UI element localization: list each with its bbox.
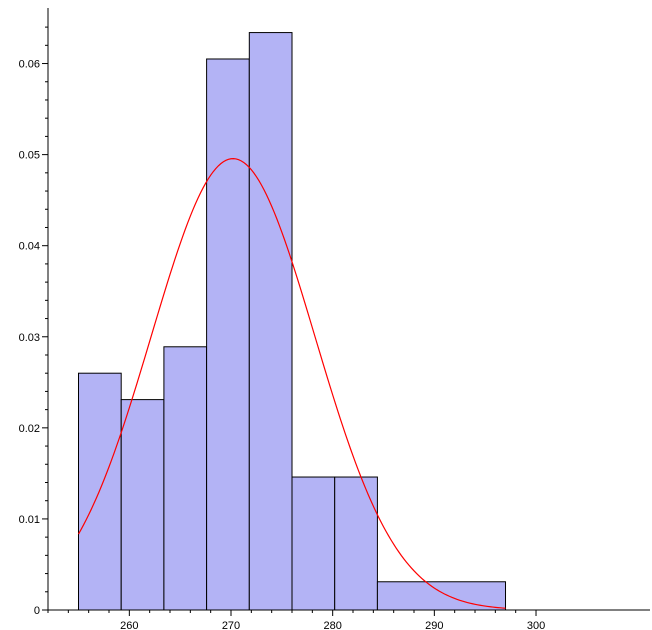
histogram-bar-8 — [376, 581, 507, 611]
y-tick-label: 0.02 — [19, 423, 40, 435]
histogram-bar-5 — [248, 32, 293, 611]
x-tick-label: 300 — [527, 620, 545, 630]
x-tick-label: 280 — [323, 620, 341, 630]
histogram-bar-3 — [163, 346, 208, 611]
histogram-bar-2 — [120, 399, 165, 611]
histogram-bar-6 — [291, 476, 336, 611]
curve-group — [77, 158, 506, 609]
y-tick-label: 0.05 — [19, 150, 40, 162]
density-curve-line — [77, 158, 506, 609]
y-tick-label: 0.03 — [19, 332, 40, 344]
axes-group: 0 0.01 0.02 0.03 0.04 0.05 0.06 260 270 280 290 300 — [19, 8, 650, 630]
y-tick-label: 0.04 — [19, 241, 40, 253]
x-tick-label: 260 — [120, 620, 138, 630]
y-tick-label: 0.01 — [19, 514, 40, 526]
y-tick-label: 0 — [34, 605, 40, 617]
x-tick-label: 270 — [222, 620, 240, 630]
histogram-bar-4 — [206, 58, 250, 611]
histogram-bar-1 — [78, 372, 122, 611]
x-tick-label: 290 — [425, 620, 443, 630]
y-tick-label: 0.06 — [19, 59, 40, 71]
histogram-bar-7 — [334, 476, 378, 611]
bars-group — [78, 32, 507, 611]
